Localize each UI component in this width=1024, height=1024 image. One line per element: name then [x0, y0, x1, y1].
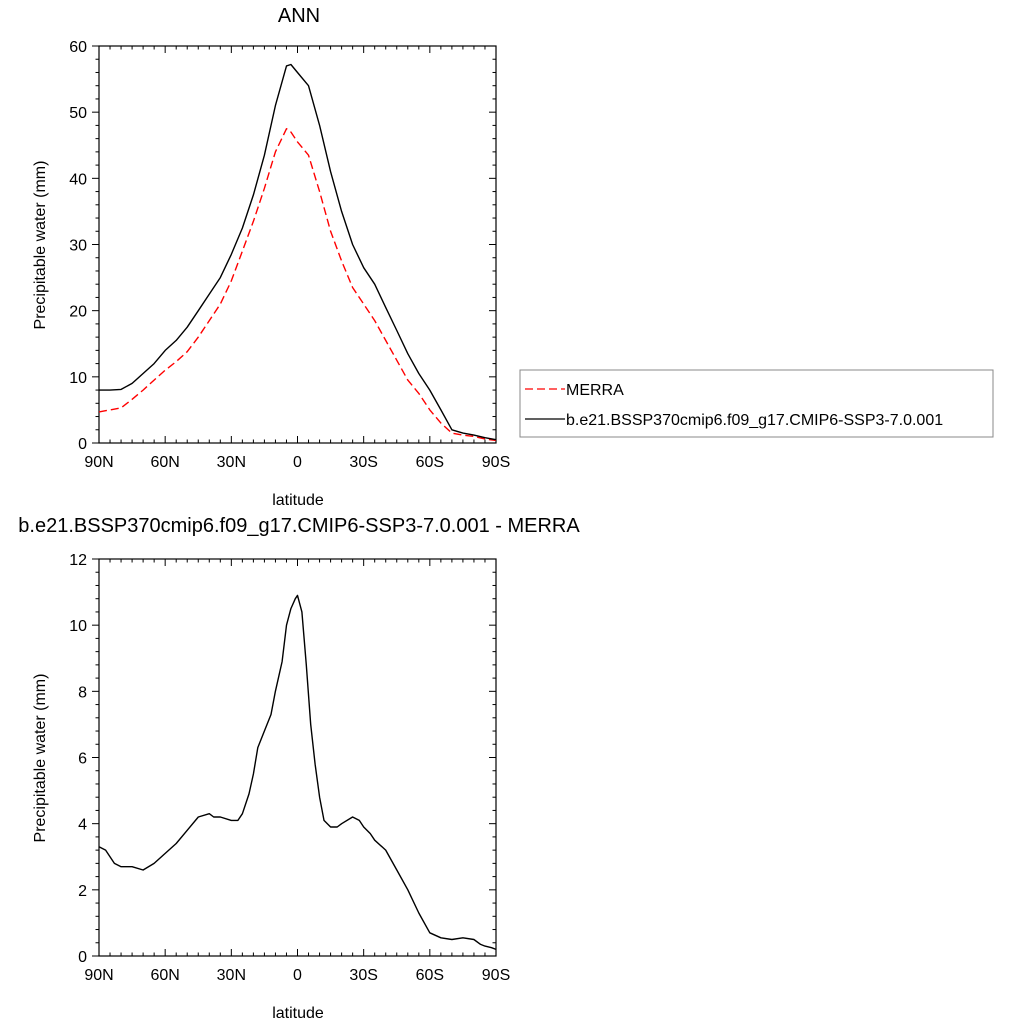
chart-title: b.e21.BSSP370cmip6.f09_g17.CMIP6-SSP3-7.… [18, 515, 580, 537]
legend-label-merra: MERRA [566, 382, 624, 399]
x-tick-label: 30N [217, 967, 246, 984]
x-tick-label: 30N [217, 454, 246, 471]
x-tick-label: 30S [349, 454, 377, 471]
series-group [98, 594, 497, 951]
legend-label-model: b.e21.BSSP370cmip6.f09_g17.CMIP6-SSP3-7.… [566, 412, 943, 429]
series-line-0 [98, 594, 497, 951]
y-tick-label: 50 [69, 105, 87, 122]
x-axis-label: latitude [272, 492, 324, 509]
y-tick-label: 0 [78, 436, 87, 453]
y-tick-label: 8 [78, 684, 87, 701]
x-tick-label: 90N [84, 454, 113, 471]
y-tick-label: 10 [69, 618, 87, 635]
tick-label-group: 90N 60N 30N 0 30S 60S 90S 0 10 20 30 40 50 60 [69, 39, 510, 471]
y-tick-label: 6 [78, 751, 87, 768]
x-tick-label: 90S [482, 454, 510, 471]
x-tick-label: 60S [416, 454, 444, 471]
series-line-1 [99, 63, 497, 441]
y-tick-label: 10 [69, 370, 87, 387]
x-axis-label: latitude [272, 1005, 324, 1022]
x-tick-label: 60S [416, 967, 444, 984]
x-tick-label: 60N [150, 967, 179, 984]
y-tick-label: 20 [69, 304, 87, 321]
y-tick-label: 60 [69, 39, 87, 56]
y-tick-label: 40 [69, 171, 87, 188]
panel-annual: ANN 90N 60N 30N 0 30S 60S 90S 0 10 20 30 40 50 60 lat… [32, 5, 510, 509]
series-group [98, 63, 497, 442]
tick-group [92, 45, 497, 444]
x-tick-label: 60N [150, 454, 179, 471]
x-tick-label: 0 [293, 967, 302, 984]
y-tick-label: 0 [78, 949, 87, 966]
x-tick-label: 0 [293, 454, 302, 471]
y-tick-label: 30 [69, 238, 87, 255]
y-tick-label: 12 [69, 552, 87, 569]
panel-difference: b.e21.BSSP370cmip6.f09_g17.CMIP6-SSP3-7.… [18, 515, 580, 1022]
x-tick-label: 30S [349, 967, 377, 984]
series-line-0 [98, 127, 497, 442]
y-tick-label: 2 [78, 883, 87, 900]
y-axis-label: Precipitable water (mm) [32, 674, 49, 843]
plot-frame [98, 558, 497, 957]
tick-label-group: 90N 60N 30N 0 30S 60S 90S 0 2 4 6 8 10 12 [69, 552, 510, 984]
y-tick-label: 4 [78, 817, 87, 834]
plot-frame [98, 45, 497, 444]
legend: MERRA b.e21.BSSP370cmip6.f09_g17.CMIP6-S… [519, 369, 994, 438]
x-tick-label: 90S [482, 967, 510, 984]
x-tick-label: 90N [84, 967, 113, 984]
y-axis-label: Precipitable water (mm) [32, 161, 49, 330]
legend-box [519, 369, 994, 438]
tick-group [92, 558, 497, 957]
chart-title: ANN [278, 5, 320, 27]
